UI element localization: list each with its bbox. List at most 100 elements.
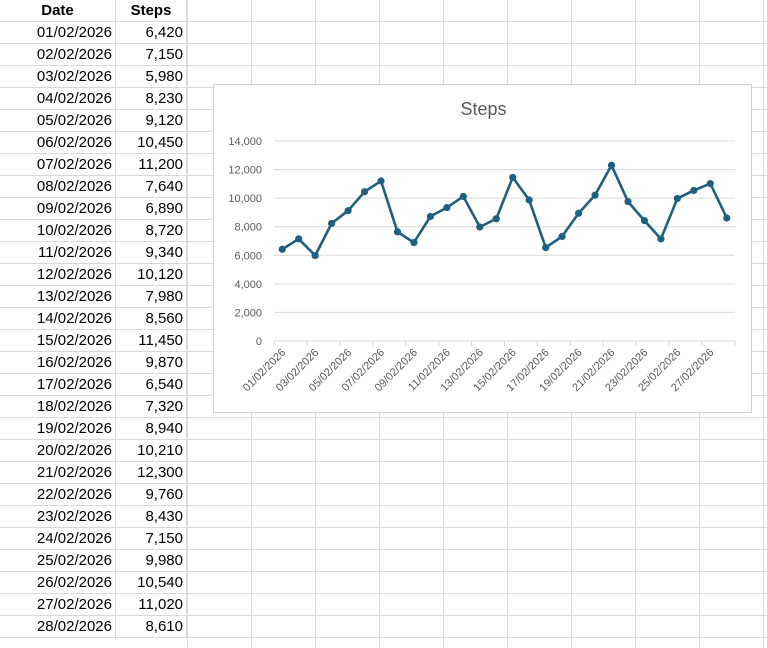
- steps-cell[interactable]: 6,420: [116, 22, 187, 43]
- table-row: 12/02/2026 10,120: [0, 264, 187, 286]
- row-gridline: [187, 21, 767, 22]
- date-cell[interactable]: 06/02/2026: [0, 132, 116, 153]
- y-tick-label: 2,000: [234, 307, 262, 319]
- date-cell[interactable]: 17/02/2026: [0, 374, 116, 395]
- date-cell[interactable]: 11/02/2026: [0, 242, 116, 263]
- steps-cell[interactable]: 7,150: [116, 528, 187, 549]
- data-point-marker: [558, 232, 566, 241]
- steps-cell[interactable]: 7,150: [116, 44, 187, 65]
- steps-cell[interactable]: 8,720: [116, 220, 187, 241]
- date-cell[interactable]: 14/02/2026: [0, 308, 116, 329]
- steps-cell[interactable]: 6,540: [116, 374, 187, 395]
- data-point-marker: [542, 243, 550, 252]
- steps-cell[interactable]: 7,320: [116, 396, 187, 417]
- date-cell[interactable]: 10/02/2026: [0, 220, 116, 241]
- steps-cell[interactable]: 9,120: [116, 110, 187, 131]
- steps-cell[interactable]: 8,230: [116, 88, 187, 109]
- data-point-marker: [591, 191, 599, 199]
- row-gridline: [187, 571, 767, 572]
- table-row: 21/02/2026 12,300: [0, 462, 187, 484]
- date-cell[interactable]: 09/02/2026: [0, 198, 116, 219]
- steps-cell[interactable]: 12,300: [116, 462, 187, 483]
- steps-cell[interactable]: 9,760: [116, 484, 187, 505]
- date-cell[interactable]: 04/02/2026: [0, 88, 116, 109]
- y-tick-label: 10,000: [228, 193, 262, 205]
- table-row: 22/02/2026 9,760: [0, 484, 187, 506]
- steps-cell[interactable]: 6,890: [116, 198, 187, 219]
- date-cell[interactable]: 27/02/2026: [0, 594, 116, 615]
- steps-cell[interactable]: 8,940: [116, 418, 187, 439]
- steps-cell[interactable]: 10,120: [116, 264, 187, 285]
- data-point-marker: [360, 188, 369, 196]
- date-cell[interactable]: 08/02/2026: [0, 176, 116, 197]
- steps-cell[interactable]: 9,870: [116, 352, 187, 373]
- table-row: 09/02/2026 6,890: [0, 198, 187, 220]
- data-point-marker: [344, 207, 352, 215]
- steps-cell[interactable]: 11,200: [116, 154, 187, 175]
- date-cell[interactable]: 13/02/2026: [0, 286, 116, 307]
- steps-cell[interactable]: 11,020: [116, 594, 187, 615]
- data-point-marker: [624, 197, 632, 206]
- header-steps[interactable]: Steps: [116, 0, 187, 21]
- steps-cell[interactable]: 5,980: [116, 66, 187, 87]
- steps-cell[interactable]: 10,210: [116, 440, 187, 461]
- table-row: 08/02/2026 7,640: [0, 176, 187, 198]
- date-cell[interactable]: 24/02/2026: [0, 528, 116, 549]
- data-point-marker: [607, 161, 616, 169]
- steps-cell[interactable]: 8,560: [116, 308, 187, 329]
- data-point-marker: [640, 216, 649, 225]
- date-cell[interactable]: 16/02/2026: [0, 352, 116, 373]
- steps-cell[interactable]: 10,450: [116, 132, 187, 153]
- table-row: 27/02/2026 11,020: [0, 594, 187, 616]
- table-row: 07/02/2026 11,200: [0, 154, 187, 176]
- y-tick-label: 12,000: [228, 165, 262, 177]
- table-row: 25/02/2026 9,980: [0, 550, 187, 572]
- data-point-marker: [410, 238, 418, 247]
- row-gridline: [187, 439, 767, 440]
- table-row: 05/02/2026 9,120: [0, 110, 187, 132]
- row-gridline: [187, 417, 767, 418]
- date-cell[interactable]: 22/02/2026: [0, 484, 116, 505]
- row-gridline: [187, 483, 767, 484]
- data-point-marker: [657, 235, 665, 243]
- date-cell[interactable]: 21/02/2026: [0, 462, 116, 483]
- date-cell[interactable]: 03/02/2026: [0, 66, 116, 87]
- steps-line-chart[interactable]: Steps 0 2,000 4,000 6,000 8,000 10,000 12,000 1…: [213, 84, 752, 413]
- date-cell[interactable]: 19/02/2026: [0, 418, 116, 439]
- row-gridline: [187, 527, 767, 528]
- steps-cell[interactable]: 8,430: [116, 506, 187, 527]
- date-cell[interactable]: 28/02/2026: [0, 616, 116, 637]
- row-gridline: [187, 505, 767, 506]
- date-cell[interactable]: 20/02/2026: [0, 440, 116, 461]
- date-cell[interactable]: 01/02/2026: [0, 22, 116, 43]
- data-point-marker: [723, 214, 731, 222]
- date-cell[interactable]: 26/02/2026: [0, 572, 116, 593]
- column-gridline: [187, 0, 188, 648]
- steps-cell[interactable]: 7,640: [116, 176, 187, 197]
- steps-cell[interactable]: 11,450: [116, 330, 187, 351]
- steps-cell[interactable]: 10,540: [116, 572, 187, 593]
- steps-cell[interactable]: 9,980: [116, 550, 187, 571]
- date-cell[interactable]: 05/02/2026: [0, 110, 116, 131]
- data-point-marker: [476, 223, 484, 231]
- data-point-marker: [673, 194, 681, 203]
- header-date[interactable]: Date: [0, 0, 116, 21]
- date-cell[interactable]: 12/02/2026: [0, 264, 116, 285]
- data-point-marker: [278, 245, 286, 253]
- date-cell[interactable]: 25/02/2026: [0, 550, 116, 571]
- date-cell[interactable]: 07/02/2026: [0, 154, 116, 175]
- data-point-marker: [295, 235, 303, 243]
- table-row: 11/02/2026 9,340: [0, 242, 187, 264]
- date-cell[interactable]: 15/02/2026: [0, 330, 116, 351]
- data-point-marker: [443, 203, 451, 212]
- date-cell[interactable]: 02/02/2026: [0, 44, 116, 65]
- steps-cell[interactable]: 8,610: [116, 616, 187, 637]
- steps-cell[interactable]: 7,980: [116, 286, 187, 307]
- row-gridline: [187, 637, 767, 638]
- steps-cell[interactable]: 9,340: [116, 242, 187, 263]
- header-row: Date Steps: [0, 0, 187, 22]
- row-gridline: [187, 461, 767, 462]
- date-cell[interactable]: 18/02/2026: [0, 396, 116, 417]
- table-row: 16/02/2026 9,870: [0, 352, 187, 374]
- date-cell[interactable]: 23/02/2026: [0, 506, 116, 527]
